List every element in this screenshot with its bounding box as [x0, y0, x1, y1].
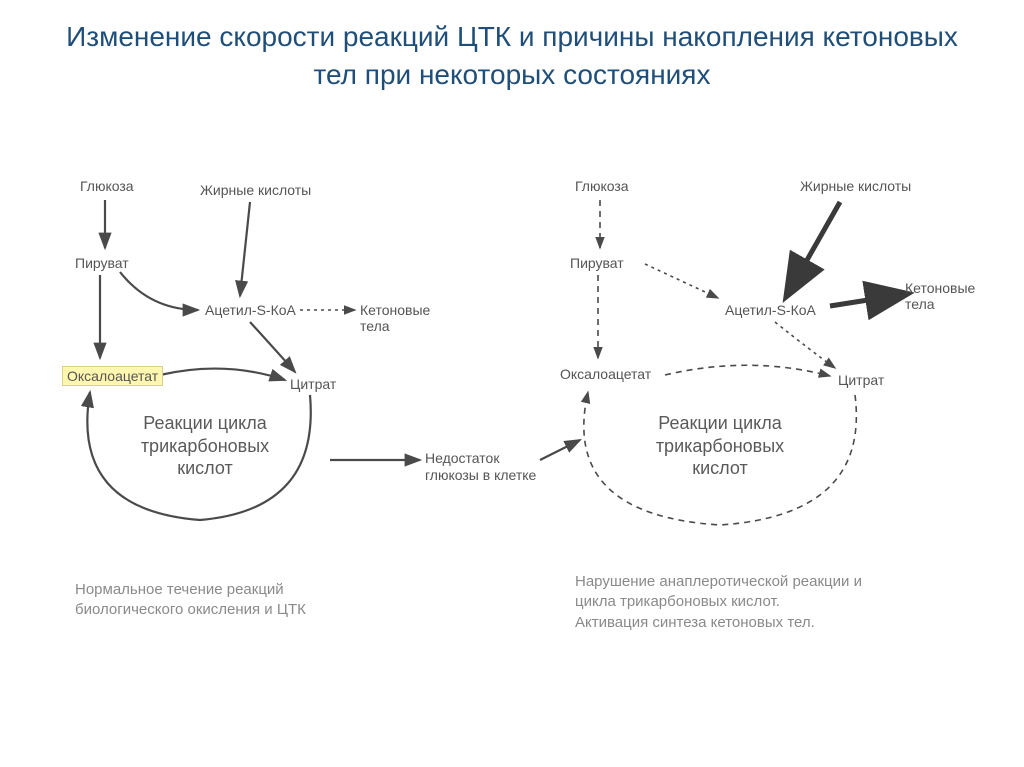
right-caption-2: цикла трикарбоновых кислот.	[575, 593, 780, 610]
right-glucose: Глюкоза	[575, 178, 629, 194]
left-fatty-acids: Жирные кислоты	[200, 182, 311, 198]
left-cycle-line1: Реакции цикла	[143, 413, 267, 433]
left-cycle-line3: кислот	[177, 458, 233, 478]
right-oxaloacetate: Оксалоацетат	[560, 366, 651, 382]
right-ketone-2: тела	[905, 296, 935, 312]
right-ketone: Кетоновые тела	[905, 280, 975, 312]
left-cycle-label: Реакции цикла трикарбоновых кислот	[125, 412, 285, 480]
left-ketone: Кетоновые тела	[360, 302, 460, 334]
right-cycle-line2: трикарбоновых	[656, 436, 784, 456]
right-caption: Нарушение анаплеротической реакции и цик…	[575, 572, 862, 633]
left-citrate: Цитрат	[290, 376, 336, 392]
left-oxaloacetate-highlight: Оксалоацетат	[62, 366, 163, 386]
diagram-canvas: Глюкоза Жирные кислоты Пируват Ацетил-S-…	[0, 160, 1024, 720]
left-caption: Нормальное течение реакций биологическог…	[75, 580, 306, 621]
left-cycle-line2: трикарбоновых	[141, 436, 269, 456]
right-citrate: Цитрат	[838, 372, 884, 388]
left-caption-2: биологического окисления и ЦТК	[75, 601, 306, 618]
page-title: Изменение скорости реакций ЦТК и причины…	[0, 0, 1024, 94]
left-caption-1: Нормальное течение реакций	[75, 581, 284, 598]
left-glucose: Глюкоза	[80, 178, 134, 194]
right-pyruvate: Пируват	[570, 255, 624, 271]
right-acetyl: Ацетил-S-КоА	[725, 302, 816, 318]
right-cycle-line3: кислот	[692, 458, 748, 478]
right-fatty-acids: Жирные кислоты	[800, 178, 911, 194]
right-caption-1: Нарушение анаплеротической реакции и	[575, 573, 862, 590]
left-pyruvate: Пируват	[75, 255, 129, 271]
right-caption-3: Активация синтеза кетоновых тел.	[575, 614, 815, 631]
right-cycle-line1: Реакции цикла	[658, 413, 782, 433]
right-ketone-1: Кетоновые	[905, 280, 975, 296]
transition-label: Недостаток глюкозы в клетке	[425, 450, 540, 484]
right-cycle-label: Реакции цикла трикарбоновых кислот	[640, 412, 800, 480]
transition-text: Недостаток глюкозы в клетке	[425, 450, 536, 483]
left-acetyl: Ацетил-S-КоА	[205, 302, 296, 318]
